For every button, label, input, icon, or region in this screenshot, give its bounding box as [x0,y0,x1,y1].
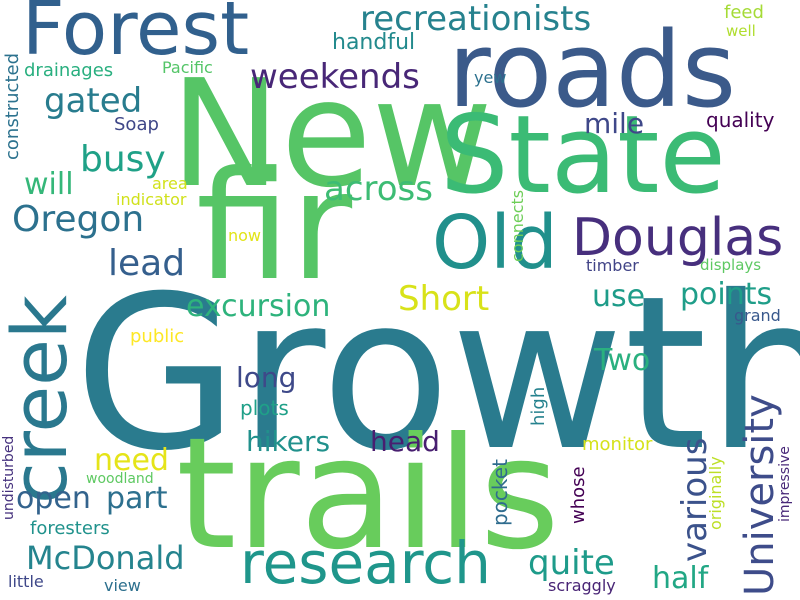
word-forest: Forest [22,0,250,72]
word-drainages: drainages [24,60,114,81]
word-use: use [592,279,646,314]
word-busy: busy [80,139,166,180]
word-across: across [324,169,433,209]
word-pacific: Pacific [162,58,213,77]
word-new: New [170,48,493,220]
word-short: Short [398,279,490,319]
word-timber: timber [586,256,639,275]
word-plots: plots [240,396,289,420]
word-foresters: foresters [30,518,110,539]
word-need: need [94,443,169,478]
word-area: area [152,174,188,193]
word-mile: mile [584,107,645,140]
word-pocket: pocket [488,459,512,526]
word-weekends: weekends [250,57,420,97]
word-university: University [737,394,783,596]
word-two: Two [594,343,651,378]
word-monitor: monitor [582,434,653,455]
word-little: little [8,572,44,591]
word-indicator: indicator [116,190,187,209]
word-quite: quite [528,543,615,583]
word-displays: displays [700,256,762,274]
word-connects: connects [508,189,527,262]
word-douglas: Douglas [572,208,784,268]
word-well: well [726,22,756,40]
word-research: research [240,529,491,597]
word-view: view [104,576,141,595]
word-feed: feed [724,2,764,23]
word-grand: grand [734,306,781,325]
word-old: Old [432,200,558,286]
word-growth: Growth [74,250,800,497]
word-state: State [440,93,726,218]
word-mcdonald: McDonald [26,539,185,577]
word-gated: gated [44,81,143,121]
word-excursion: excursion [186,289,331,324]
word-roads: roads [448,9,737,131]
word-lead: lead [108,243,186,284]
word-woodland: woodland [86,471,154,487]
word-oregon: Oregon [12,199,145,240]
word-long: long [236,361,297,394]
word-now: now [228,226,262,245]
word-high: high [528,386,549,426]
word-trails: trails [176,405,560,584]
word-fir: fir [196,140,353,314]
word-whose: whose [568,466,589,524]
word-undisturbed: undisturbed [1,435,17,520]
word-constructed: constructed [2,52,23,160]
word-originally: originally [706,456,725,530]
word-soap: Soap [114,114,159,135]
word-quality: quality [706,108,775,132]
word-part: part [106,481,168,516]
word-will: will [24,167,74,202]
word-impressive: impressive [777,446,793,522]
word-half: half [652,561,709,596]
word-recreationists: recreationists [360,0,592,39]
word-handful: handful [332,30,416,55]
word-points: points [680,277,773,312]
word-public: public [130,326,185,347]
word-scraggly: scraggly [548,576,616,595]
word-hikers: hikers [246,425,331,458]
word-yew: yew [474,68,507,87]
word-open: open [16,481,91,516]
word-head: head [370,425,440,458]
